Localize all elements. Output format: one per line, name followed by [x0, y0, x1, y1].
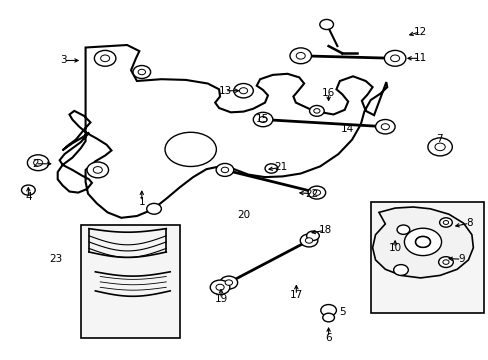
Circle shape	[322, 313, 334, 322]
Text: 17: 17	[289, 290, 303, 300]
Circle shape	[393, 265, 407, 275]
Text: 12: 12	[413, 27, 427, 37]
Polygon shape	[58, 45, 386, 218]
Text: 9: 9	[457, 254, 464, 264]
Bar	[81, 225, 180, 338]
Circle shape	[307, 186, 325, 199]
Circle shape	[312, 190, 320, 195]
Circle shape	[319, 19, 333, 30]
Text: 7: 7	[435, 134, 442, 144]
Circle shape	[216, 163, 233, 176]
Circle shape	[21, 185, 35, 195]
Text: 2: 2	[32, 159, 39, 169]
Text: 4: 4	[25, 192, 32, 202]
Ellipse shape	[165, 132, 216, 166]
Text: 16: 16	[321, 88, 335, 98]
Text: 11: 11	[413, 53, 427, 63]
Circle shape	[305, 238, 312, 243]
Circle shape	[415, 237, 429, 247]
Text: 19: 19	[214, 294, 227, 304]
Circle shape	[442, 260, 448, 264]
Text: 20: 20	[237, 210, 249, 220]
Circle shape	[300, 234, 317, 247]
Text: 10: 10	[388, 243, 401, 253]
Circle shape	[133, 66, 150, 78]
Circle shape	[438, 257, 452, 267]
Text: 3: 3	[60, 55, 67, 66]
Circle shape	[259, 117, 266, 122]
Circle shape	[94, 50, 116, 66]
Circle shape	[239, 88, 247, 94]
Text: 22: 22	[305, 189, 318, 199]
Circle shape	[384, 50, 405, 66]
Circle shape	[309, 105, 324, 116]
Circle shape	[216, 284, 224, 290]
Circle shape	[390, 55, 399, 62]
Text: 23: 23	[49, 254, 63, 264]
Circle shape	[146, 203, 161, 214]
Circle shape	[396, 225, 409, 234]
Circle shape	[320, 305, 336, 316]
Circle shape	[34, 159, 42, 166]
Circle shape	[375, 120, 394, 134]
Text: 13: 13	[218, 86, 231, 96]
Text: 1: 1	[138, 197, 145, 207]
Circle shape	[289, 48, 311, 64]
Circle shape	[434, 143, 444, 150]
Circle shape	[87, 162, 108, 178]
Text: 6: 6	[325, 333, 331, 343]
Text: 21: 21	[273, 162, 287, 172]
Text: 8: 8	[465, 218, 472, 228]
Text: 5: 5	[338, 307, 345, 318]
Circle shape	[220, 276, 237, 289]
Circle shape	[427, 138, 451, 156]
Circle shape	[27, 155, 49, 171]
Circle shape	[306, 231, 319, 240]
Circle shape	[101, 55, 109, 62]
Bar	[370, 202, 483, 313]
Circle shape	[404, 228, 441, 256]
Text: 14: 14	[340, 124, 353, 134]
Circle shape	[381, 124, 388, 130]
Circle shape	[138, 69, 145, 75]
Polygon shape	[372, 207, 472, 278]
Circle shape	[221, 167, 228, 173]
Circle shape	[414, 236, 430, 248]
Circle shape	[210, 280, 229, 294]
Circle shape	[439, 218, 451, 227]
Circle shape	[296, 53, 305, 59]
Circle shape	[253, 112, 272, 127]
Circle shape	[443, 221, 447, 224]
Circle shape	[313, 109, 319, 113]
Text: 15: 15	[255, 114, 268, 124]
Circle shape	[224, 280, 232, 285]
Circle shape	[233, 84, 253, 98]
Text: 18: 18	[318, 225, 331, 235]
Circle shape	[264, 164, 277, 173]
Circle shape	[93, 167, 102, 173]
